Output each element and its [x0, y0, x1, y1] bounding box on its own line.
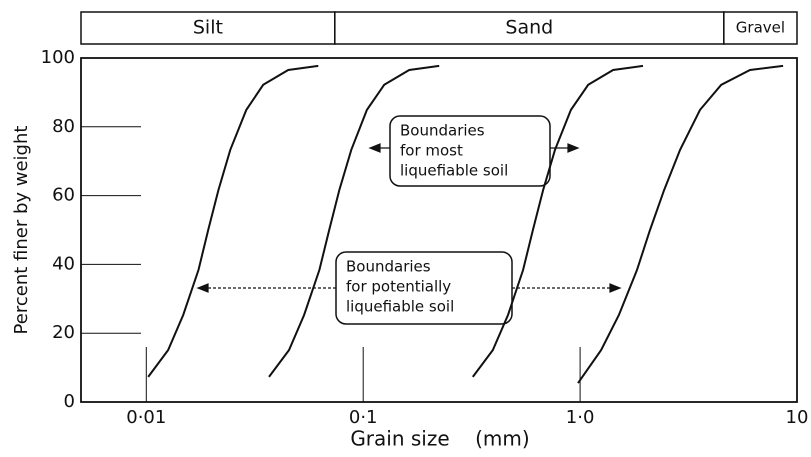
- y-tick-label: 80: [52, 116, 75, 137]
- zone: [334, 11, 725, 45]
- annotation-text: liquefiable soil: [346, 298, 454, 316]
- zone-label: Gravel: [736, 19, 785, 37]
- zone: [80, 11, 336, 45]
- zone-label: Silt: [193, 17, 223, 39]
- curve: [268, 64, 440, 378]
- y-axis-label: Percent finer by weight: [11, 126, 32, 335]
- annotation-text: Boundaries: [400, 122, 485, 140]
- x-tick-label: 0·1: [349, 407, 378, 428]
- curve: [471, 64, 644, 378]
- annotation-box: [335, 251, 513, 325]
- y-tick-label: 100: [41, 47, 75, 68]
- x-tick-label: 0·01: [126, 407, 166, 428]
- annotation-text: for potentially: [346, 278, 451, 296]
- zone-label: Sand: [505, 17, 553, 39]
- x-tick-label: 1·0: [566, 407, 595, 428]
- y-tick-label: 20: [52, 322, 75, 343]
- y-tick-label: 60: [52, 185, 75, 206]
- zone: [723, 11, 798, 45]
- y-tick-label: 40: [52, 253, 75, 274]
- curve: [577, 64, 784, 384]
- y-tick-label: 0: [64, 391, 75, 412]
- annotation-text: Boundaries: [346, 258, 431, 276]
- annotation-text: liquefiable soil: [400, 162, 508, 180]
- annotation-text: for most: [400, 142, 463, 160]
- annotation-box: [389, 115, 551, 187]
- plot-frame: [80, 57, 798, 403]
- x-tick-label: 10: [786, 407, 809, 428]
- x-axis-label: Grain size (mm): [350, 427, 529, 451]
- curve: [147, 64, 319, 378]
